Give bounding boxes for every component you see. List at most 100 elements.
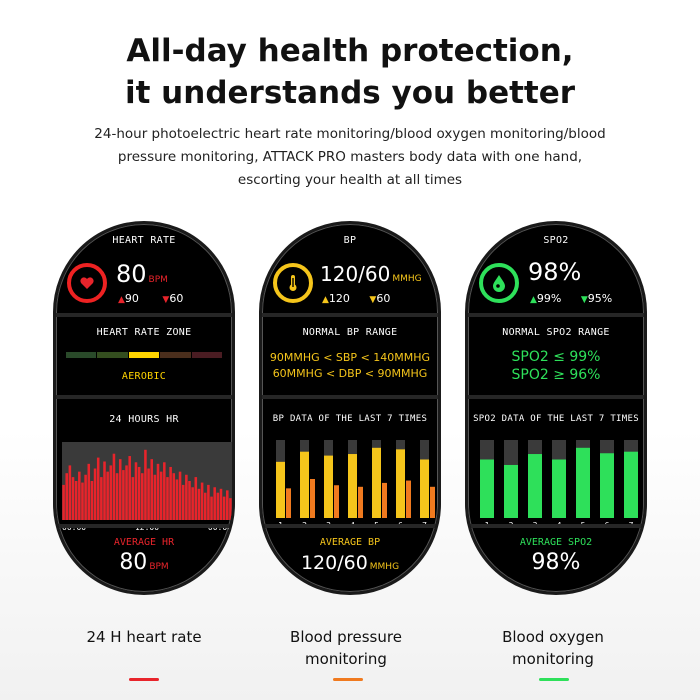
bp-diastolic-bar [286, 488, 291, 518]
bp-diastolic-bar [406, 480, 411, 518]
hr-bar [175, 479, 179, 520]
spo2-range-title: NORMAL SPO2 RANGE [502, 327, 610, 338]
hr-bar [93, 468, 97, 520]
hr-bar [219, 488, 223, 520]
bp-range-title: NORMAL BP RANGE [302, 327, 398, 338]
hr-bar [125, 465, 128, 520]
bp-separator-1 [262, 313, 438, 317]
hr-bar [109, 465, 113, 520]
hr-bar [68, 465, 72, 520]
bp-diastolic-bar [430, 486, 435, 518]
hr-bar [200, 482, 204, 520]
hr-bar [194, 477, 198, 520]
bp-range-sbp: 90MMHG < SBP < 140MMHG [269, 351, 431, 364]
hr-separator-2 [56, 395, 232, 399]
bp-chart: 1234567 [276, 440, 435, 530]
bp-separator-3 [262, 524, 438, 528]
caption-heart-rate: 24 H heart rate [44, 626, 244, 648]
hr-bar [191, 487, 194, 520]
bp-systolic-bar [300, 451, 309, 518]
spo2-chart-title: SPO2 DATA OF THE LAST 7 TIMES [473, 414, 639, 424]
hr-bar [74, 481, 78, 520]
hr-bar [122, 470, 125, 520]
hr-bar [62, 484, 65, 520]
spo2-title: SPO2 [543, 235, 569, 246]
spo2-value: 98% [528, 258, 582, 286]
heart-icon [76, 272, 98, 294]
spo2-avg-row: 98% [468, 550, 644, 575]
subheadline-line-3: escorting your health at all times [237, 172, 463, 188]
hr-chart: 00:0012:0000:00 [62, 442, 232, 532]
hr-bar [207, 484, 210, 520]
spo2-avg-value: 98% [531, 550, 581, 575]
hr-bar [188, 481, 191, 520]
hr-low-arrow: ▼ [162, 295, 170, 305]
hr-zone-segment-active [128, 352, 160, 358]
hr-bar [90, 481, 94, 520]
hr-zone-segment-1 [66, 352, 97, 358]
bp-diastolic-bar [382, 482, 387, 518]
caption-blood-pressure: Blood pressure monitoring [246, 626, 446, 670]
hr-bar [106, 471, 109, 520]
spo2-bar [624, 451, 638, 518]
hr-bar [197, 488, 201, 520]
bp-systolic-bar [276, 461, 285, 518]
spo2-separator-3 [468, 524, 644, 528]
hr-avg-label: AVERAGE HR [113, 537, 175, 548]
subheadline-line-1: 24-hour photoelectric heart rate monitor… [94, 126, 606, 142]
hr-bar [163, 462, 166, 520]
caption-blood-oxygen: Blood oxygen monitoring [453, 626, 653, 670]
hr-bar [185, 474, 188, 520]
bp-high-arrow: ▲ [322, 295, 329, 305]
hr-bar [147, 468, 150, 520]
spo2-separator-2 [468, 395, 644, 399]
hr-zone-segment-4 [160, 352, 191, 358]
bp-low: 60 [376, 292, 391, 305]
hr-bar [166, 477, 169, 520]
hr-bar [159, 471, 163, 520]
oxygen-drop-icon [488, 272, 510, 294]
hr-chart-title: 24 HOURS HR [109, 414, 179, 425]
hr-bar [128, 456, 131, 520]
hr-high: 90 [124, 292, 139, 305]
spo2-separator-1 [468, 313, 644, 317]
spo2-low-arrow: ▼ [580, 295, 588, 305]
bp-systolic-bar [324, 455, 333, 518]
subheadline: 24-hour photoelectric heart rate monitor… [40, 123, 660, 192]
hr-bar [81, 482, 84, 520]
headline-line-1: All-day health protection, [126, 33, 574, 69]
bp-diastolic-bar [358, 486, 363, 518]
hr-avg-row: 80 BPM [56, 550, 232, 575]
hr-bar [78, 471, 81, 520]
hr-avg-value: 80 [119, 550, 148, 575]
hr-bar [144, 449, 147, 520]
spo2-minmax: ▲99% ▼95% [530, 292, 612, 305]
hr-zone-segment-5 [191, 352, 223, 358]
bp-separator-2 [262, 395, 438, 399]
hr-chart-bg [62, 442, 232, 520]
bp-avg-label: AVERAGE BP [319, 537, 381, 548]
spo2-high-arrow: ▲ [530, 295, 537, 305]
thermometer-icon [282, 272, 304, 294]
hr-bar [213, 487, 216, 520]
hr-bar [150, 459, 153, 520]
hr-bar [65, 473, 68, 520]
spo2-bar [480, 459, 494, 518]
headline: All-day health protection, it understand… [0, 30, 700, 114]
bp-value: 120/60 [320, 262, 391, 286]
hr-avg-unit: BPM [149, 562, 169, 572]
spo2-high: 99% [536, 292, 562, 305]
hr-bar [131, 477, 135, 520]
bp-ring [273, 263, 313, 303]
hr-bar [169, 466, 172, 520]
hr-bar [71, 477, 75, 520]
hr-bar [178, 471, 182, 520]
bp-value-row: 120/60 MMHG [320, 262, 422, 286]
bp-minmax: ▲120 ▼60 [322, 292, 390, 305]
bp-systolic-bar [420, 459, 429, 518]
caption-heart-rate-text: 24 H heart rate [86, 628, 202, 646]
hr-bar [210, 496, 213, 520]
hr-bar [103, 461, 106, 520]
hr-bar [137, 466, 141, 520]
hr-bar [229, 498, 232, 520]
